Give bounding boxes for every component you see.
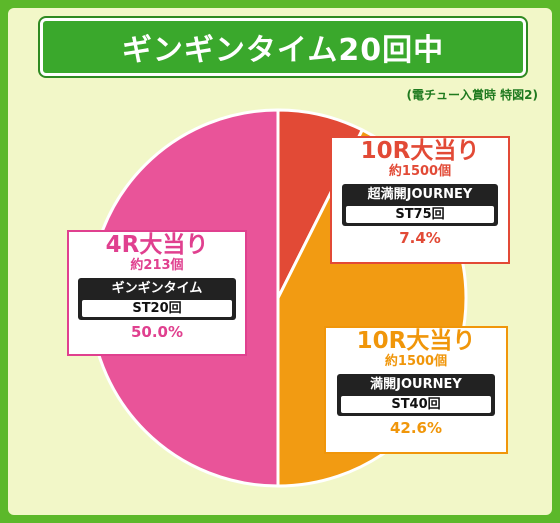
slice-label-10r-st40: 10R大当り 約1500個 満開JOURNEY ST40回 42.6% (324, 326, 508, 454)
slice-mode-tag: 超満開JOURNEY ST75回 (342, 184, 498, 226)
chart-panel: ギンギンタイム20回中 (電チュー入賞時 特図2) 10R大当り 約1500個 … (8, 8, 552, 515)
slice-label-10r-st75: 10R大当り 約1500個 超満開JOURNEY ST75回 7.4% (330, 136, 510, 264)
chart-note: (電チュー入賞時 特図2) (406, 88, 539, 102)
slice-payout: 約1500個 (388, 164, 452, 179)
slice-percent: 42.6% (389, 419, 443, 437)
slice-st: ST40回 (341, 396, 491, 413)
chart-title: ギンギンタイム20回中 (40, 18, 526, 76)
slice-percent: 50.0% (130, 323, 184, 341)
slice-st: ST20回 (82, 300, 232, 317)
slice-mode-tag: ギンギンタイム ST20回 (78, 278, 236, 320)
slice-payout: 約1500個 (384, 354, 448, 369)
slice-percent: 7.4% (399, 229, 441, 247)
slice-mode: ギンギンタイム (111, 281, 203, 296)
slice-payout: 約213個 (130, 258, 184, 273)
slice-mode-tag: 満開JOURNEY ST40回 (337, 374, 495, 416)
slice-label-4r-st20: 4R大当り 約213個 ギンギンタイム ST20回 50.0% (67, 230, 247, 356)
slice-headline: 4R大当り (105, 232, 209, 258)
slice-headline: 10R大当り (356, 328, 476, 354)
slice-mode: 超満開JOURNEY (367, 187, 473, 202)
slice-st: ST75回 (346, 206, 494, 223)
slice-mode: 満開JOURNEY (370, 377, 462, 392)
slice-headline: 10R大当り (360, 138, 480, 164)
